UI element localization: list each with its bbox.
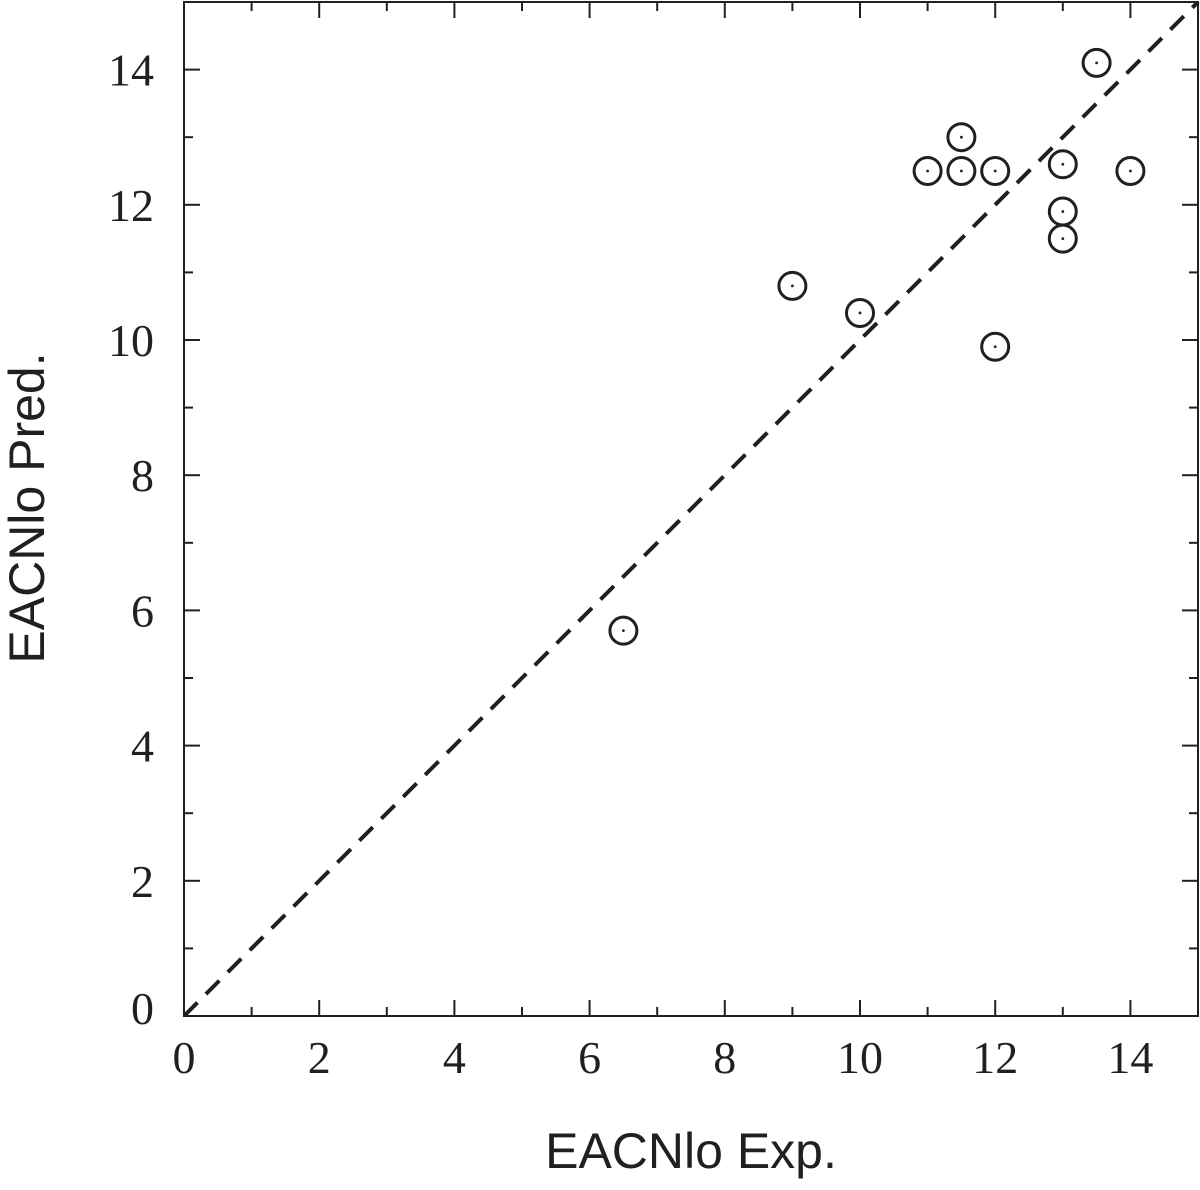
data-point-marker: [1047, 149, 1078, 180]
data-point-marker: [946, 122, 977, 153]
data-point-marker: [777, 270, 808, 301]
tick-labels-layer: 0 2 4 6 8 10 12 14 0 2 4 6 8 10 12 14: [108, 45, 1153, 1083]
y-tick-label: 14: [108, 45, 154, 96]
data-point-center-dot: [1129, 169, 1132, 173]
data-point: [1081, 47, 1112, 78]
y-tick-label: 12: [108, 180, 154, 231]
data-point: [980, 331, 1011, 362]
x-axis-label: EACNlo Exp.: [545, 1123, 837, 1179]
axes-layer: [183, 1, 1199, 1017]
data-point-center-dot: [1095, 61, 1098, 65]
points-layer: [608, 47, 1146, 646]
data-point: [1047, 196, 1078, 227]
data-point-marker: [1115, 156, 1146, 186]
data-point: [608, 615, 639, 646]
y-tick-label: 2: [131, 856, 154, 907]
data-point-marker: [1047, 223, 1078, 254]
data-point-center-dot: [791, 284, 794, 288]
data-point-center-dot: [1061, 237, 1065, 241]
data-point: [777, 270, 808, 301]
y-axis-label: EACNlo Pred.: [0, 352, 55, 663]
data-point-marker: [912, 156, 943, 186]
y-tick-label: 6: [131, 585, 154, 636]
data-point: [946, 122, 977, 153]
data-point-marker: [980, 331, 1011, 362]
data-point-marker: [980, 156, 1011, 186]
data-point-center-dot: [622, 629, 625, 633]
data-point: [1047, 223, 1078, 254]
reference-line-layer: [182, 0, 1200, 1018]
x-tick-label: 4: [443, 1032, 466, 1083]
x-tick-label: 0: [173, 1032, 196, 1083]
x-tick-label: 8: [713, 1032, 736, 1083]
x-tick-label: 2: [308, 1032, 331, 1083]
data-point-center-dot: [1061, 210, 1065, 213]
plot-frame: [183, 1, 1199, 1017]
data-point: [912, 156, 943, 186]
data-point-center-dot: [1061, 162, 1065, 166]
data-point-center-dot: [993, 169, 997, 173]
data-point-center-dot: [858, 311, 862, 315]
data-point-center-dot: [960, 169, 963, 173]
y-tick-label: 8: [131, 450, 154, 501]
data-point-marker: [845, 297, 875, 328]
data-point: [980, 156, 1011, 186]
reference-line-y-equals-x: [182, 0, 1200, 1018]
y-tick-label: 10: [108, 315, 154, 366]
data-point: [1047, 149, 1078, 180]
x-tick-label: 6: [578, 1032, 601, 1083]
y-tick-label: 0: [131, 983, 154, 1034]
data-point: [946, 156, 977, 186]
data-point-center-dot: [960, 135, 963, 139]
data-point-marker: [1081, 47, 1112, 78]
data-point: [845, 297, 875, 328]
data-point-marker: [608, 615, 639, 646]
data-point: [1115, 156, 1146, 186]
data-point-center-dot: [993, 345, 997, 349]
y-tick-label: 4: [131, 721, 154, 772]
x-tick-label: 12: [972, 1032, 1018, 1083]
x-tick-label: 10: [837, 1032, 883, 1083]
data-point-center-dot: [926, 169, 929, 173]
x-tick-label: 14: [1107, 1032, 1153, 1083]
data-point-marker: [946, 156, 977, 186]
